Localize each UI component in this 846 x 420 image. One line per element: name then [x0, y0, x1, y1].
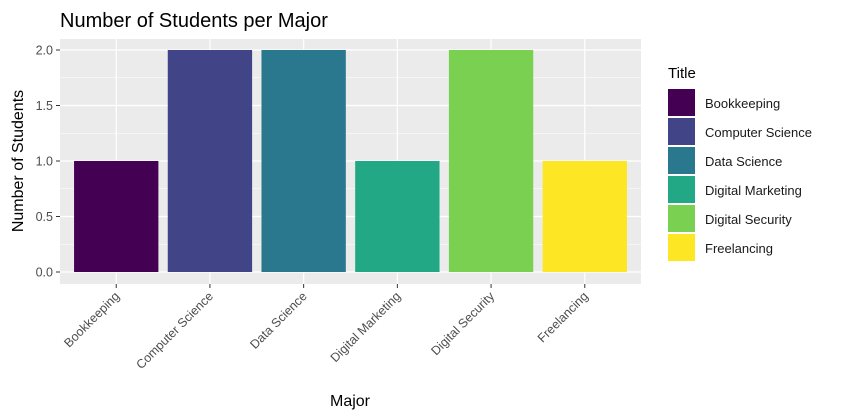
x-tick-label: Data Science [247, 289, 310, 352]
legend-title: Title [668, 65, 696, 82]
legend-label: Data Science [705, 154, 782, 169]
legend-label: Digital Marketing [705, 183, 802, 198]
legend-key-digital-marketing [668, 176, 695, 203]
legend-label: Digital Security [705, 212, 792, 227]
x-axis-title: Major [330, 393, 371, 410]
x-tick-label: Bookkeeping [61, 289, 122, 350]
legend-key-freelancing [668, 234, 695, 261]
legend-key-computer-science [668, 118, 695, 145]
bar-freelancing [542, 161, 627, 272]
x-tick-label: Digital Security [428, 289, 497, 358]
x-tick-label: Digital Marketing [328, 289, 404, 365]
bar-bookkeeping [74, 161, 159, 272]
x-tick-label: Computer Science [133, 289, 216, 372]
y-axis: 0.0 0.5 1.0 1.5 2.0 [36, 44, 60, 280]
y-tick-label: 2.0 [36, 44, 53, 58]
legend-key-data-science [668, 147, 695, 174]
legend: Title Bookkeeping Computer Science Data Sc… [668, 65, 812, 261]
bars [74, 50, 627, 272]
y-axis-title: Number of Students [10, 90, 27, 232]
legend-label: Bookkeeping [705, 96, 780, 111]
y-tick-label: 0.5 [36, 210, 53, 224]
legend-key-bookkeeping [668, 89, 695, 116]
y-tick-label: 1.0 [36, 155, 53, 169]
bar-digital-security [448, 50, 534, 272]
bar-digital-marketing [355, 161, 440, 272]
legend-label: Computer Science [705, 125, 812, 140]
y-tick-label: 0.0 [36, 266, 53, 280]
y-tick-label: 1.5 [36, 99, 53, 113]
bar-data-science [261, 50, 346, 272]
legend-label: Freelancing [705, 241, 773, 256]
x-axis: Bookkeeping Computer Science Data Science D… [61, 284, 591, 372]
chart-title: Number of Students per Major [60, 10, 328, 32]
legend-key-digital-security [668, 205, 695, 232]
x-tick-label: Freelancing [535, 289, 591, 345]
bar-computer-science [167, 50, 253, 272]
